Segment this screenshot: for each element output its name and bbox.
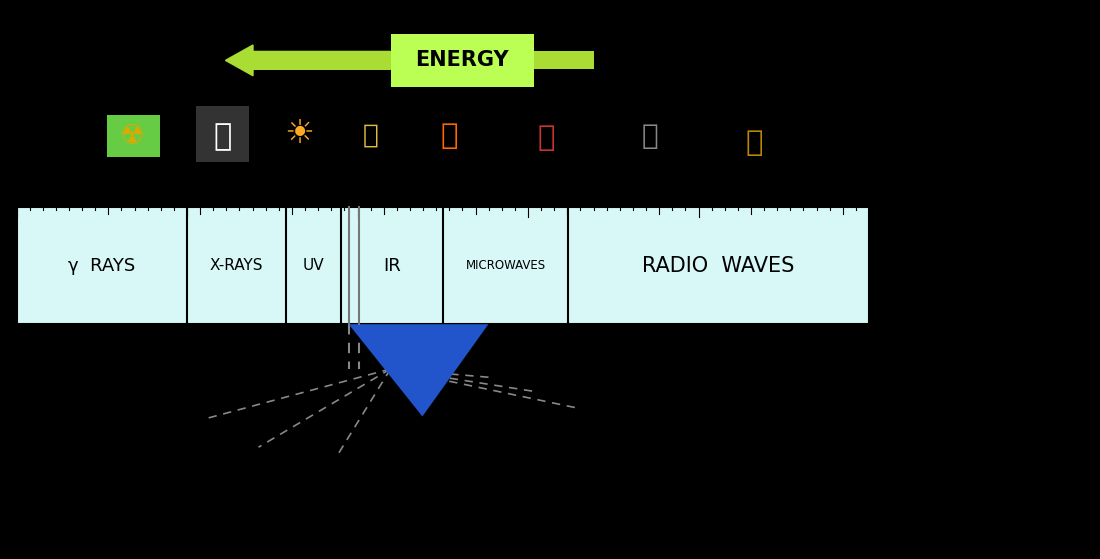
Text: 💀: 💀 [213,122,231,151]
Text: X-RAYS: X-RAYS [210,258,263,273]
Text: ☢: ☢ [120,122,144,150]
Bar [107,115,160,157]
Bar [534,51,594,69]
Text: ☀: ☀ [284,117,315,151]
Bar [16,207,869,324]
Bar [390,34,534,87]
Text: 🔥: 🔥 [440,122,458,150]
Polygon shape [349,324,488,416]
Text: RADIO  WAVES: RADIO WAVES [642,255,794,276]
Text: 📺: 📺 [641,122,659,150]
Text: γ  RAYS: γ RAYS [68,257,135,274]
Bar [196,106,249,162]
Text: UV: UV [302,258,324,273]
Text: 💡: 💡 [363,122,378,148]
FancyArrow shape [226,45,390,75]
Text: MICROWAVES: MICROWAVES [465,259,546,272]
Text: 🍿: 🍿 [538,124,556,151]
Text: 📡: 📡 [746,129,763,157]
Text: ENERGY: ENERGY [415,50,509,70]
Text: IR: IR [383,257,402,274]
